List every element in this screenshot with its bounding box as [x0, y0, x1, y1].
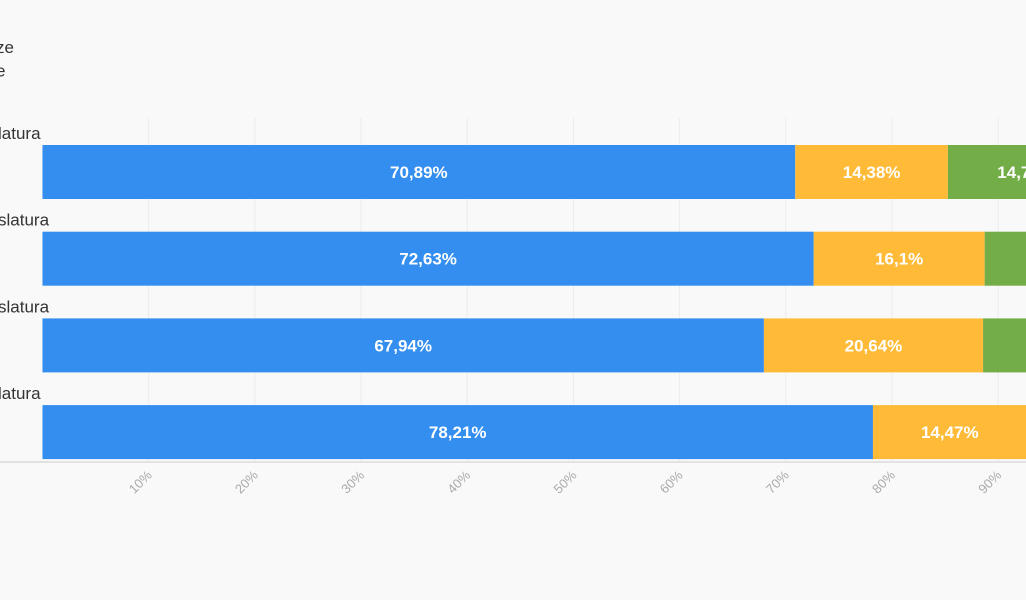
bar-1-1 [813, 231, 985, 286]
data-label-0-2: 14,73% [997, 163, 1026, 182]
category-label-1: slatura [0, 211, 50, 230]
bar-3-1 [872, 405, 1026, 460]
x-tick-label-30: 30% [338, 467, 367, 496]
data-label-3-0: 78,21% [429, 423, 487, 442]
data-label-3-1: 14,47% [921, 423, 979, 442]
x-tick-label-80: 80% [869, 467, 898, 496]
x-tick-label-50: 50% [551, 467, 580, 496]
bar-1-0 [42, 231, 814, 286]
bar-0-0 [42, 145, 796, 199]
x-axis: 10% 20% 30% 40% 50% 60% 70% 80% 90% [0, 461, 1026, 497]
category-label-0: latura [0, 124, 41, 143]
x-tick-label-40: 40% [444, 467, 473, 496]
legend-entry-1: e [0, 62, 5, 81]
bar-3-0 [42, 405, 873, 460]
bar-2-2 [983, 318, 1026, 373]
bars: latura 70,89% 14,38% 14,73% slatura 72,63% 16,… [0, 124, 1026, 460]
x-tick-label-90: 90% [975, 467, 1004, 496]
bar-0-2 [947, 145, 1026, 199]
legend-entry-0: ze [0, 38, 14, 57]
category-label-2: slatura [0, 297, 50, 316]
data-label-2-1: 20,64% [845, 336, 903, 355]
data-label-2-0: 67,94% [374, 336, 432, 355]
x-tick-label-60: 60% [657, 467, 686, 496]
data-label-0-1: 14,38% [843, 163, 901, 182]
bar-1-2 [984, 231, 1026, 286]
data-label-0-0: 70,89% [390, 163, 448, 182]
x-tick-label-20: 20% [232, 467, 261, 496]
bar-2-1 [763, 318, 984, 373]
x-tick-label-10: 10% [126, 467, 155, 496]
bar-0-1 [795, 145, 948, 199]
bar-2-0 [42, 318, 764, 373]
x-tick-label-70: 70% [763, 467, 792, 496]
category-label-3: latura [0, 384, 41, 403]
data-label-1-1: 16,1% [875, 250, 923, 269]
legend: zeei [0, 38, 14, 81]
data-label-1-0: 72,63% [399, 250, 457, 269]
